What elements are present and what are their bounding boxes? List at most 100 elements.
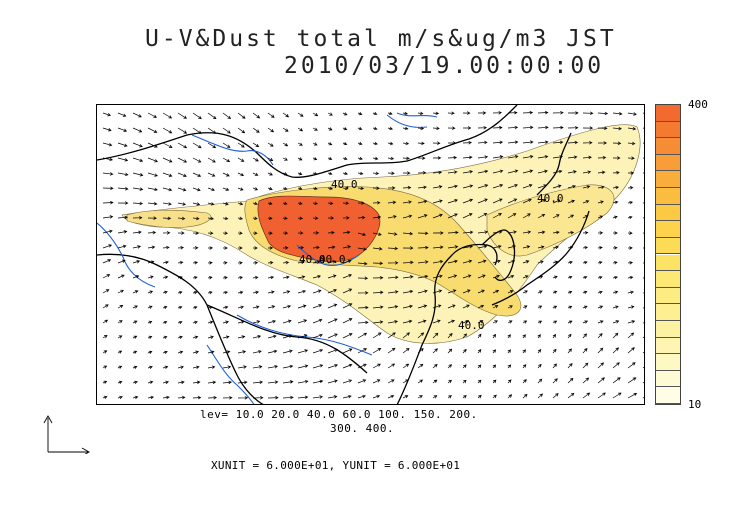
contour-levels-line1: lev= 10.0 20.0 40.0 60.0 100. 150. 200. [200, 408, 478, 421]
wind-arrow [297, 245, 305, 250]
wind-arrow [582, 111, 594, 115]
wind-arrow [567, 214, 575, 219]
colorbar-segment [656, 105, 680, 122]
wind-arrow [252, 157, 259, 162]
wind-arrow [597, 200, 604, 204]
wind-arrow [267, 112, 275, 118]
wind-arrow [342, 379, 353, 384]
wind-arrow [567, 333, 572, 339]
wind-arrow [117, 320, 123, 324]
wind-arrow [267, 334, 277, 339]
wind-arrow [162, 275, 169, 280]
wind-arrow [117, 305, 124, 309]
wind-arrow [447, 230, 459, 235]
wind-arrow [552, 184, 562, 189]
wind-arrow [477, 230, 489, 234]
wind-arrow [522, 290, 528, 294]
wind-arrow [507, 154, 519, 159]
wind-arrow [342, 303, 353, 309]
wind-arrow [102, 304, 109, 309]
wind-arrow [507, 364, 512, 369]
wind-arrow [597, 170, 606, 175]
wind-arrow [102, 172, 114, 176]
wind-arrow [282, 201, 288, 206]
wind-arrow [237, 142, 245, 148]
wind-arrow [387, 379, 395, 384]
wind-arrow [327, 379, 338, 384]
wind-arrow [567, 392, 575, 399]
wind-arrow [102, 200, 114, 205]
wind-arrow [642, 127, 644, 129]
wind-arrow [252, 365, 263, 369]
wind-arrow [177, 245, 185, 250]
wind-arrow [507, 169, 519, 174]
wind-vectors [102, 110, 644, 400]
wind-arrow [222, 231, 229, 235]
wind-arrow [537, 169, 548, 174]
wind-arrow [522, 275, 529, 279]
wind-arrow [102, 335, 108, 339]
wind-arrow [627, 347, 635, 354]
wind-arrow [642, 382, 644, 384]
wind-arrow [372, 261, 384, 266]
wind-arrow [102, 380, 108, 384]
wind-arrow [372, 290, 384, 295]
wind-arrow [432, 304, 442, 309]
wind-arrow [462, 304, 470, 309]
wind-arrow [117, 395, 123, 400]
contour-label: 40.0 [331, 178, 358, 191]
wind-arrow [582, 140, 593, 145]
wind-arrow [327, 216, 335, 220]
wind-arrow [372, 215, 382, 219]
wind-arrow [507, 274, 515, 279]
wind-arrow [627, 246, 633, 250]
wind-arrow [117, 157, 129, 162]
wind-arrow [522, 260, 530, 264]
wind-arrow [447, 170, 458, 174]
wind-arrow [147, 112, 158, 118]
wind-arrow [147, 305, 153, 309]
wind-arrow [297, 349, 309, 354]
wind-arrow [282, 260, 290, 265]
wind-arrow [223, 246, 228, 250]
wind-arrow [537, 290, 543, 294]
wind-arrow [117, 187, 129, 191]
wind-arrow [582, 392, 591, 399]
wind-arrow [552, 348, 557, 354]
wind-arrow [102, 112, 111, 117]
wind-arrow [597, 231, 604, 235]
wind-arrow [237, 275, 243, 280]
wind-arrow [192, 202, 201, 206]
vector-units: XUNIT = 6.000E+01, YUNIT = 6.000E+01 [211, 459, 461, 472]
wind-arrow [507, 183, 518, 189]
colorbar-segment [656, 304, 680, 321]
wind-arrow [582, 377, 590, 384]
wind-arrow [162, 320, 168, 325]
wind-arrow [267, 172, 273, 176]
wind-arrow [582, 290, 588, 295]
wind-arrow [222, 142, 231, 148]
wind-arrow [597, 275, 603, 280]
wind-arrow [357, 126, 363, 131]
wind-arrow [237, 396, 249, 400]
wind-arrow [567, 245, 574, 250]
wind-arrow [342, 288, 353, 294]
wind-arrow [312, 142, 318, 146]
colorbar-segment [656, 221, 680, 238]
wind-arrow [357, 363, 367, 369]
wind-arrow [417, 126, 425, 131]
wind-arrow [567, 184, 577, 189]
wind-arrow [282, 380, 294, 384]
wind-arrow [432, 126, 440, 131]
wind-arrow [117, 230, 128, 234]
wind-arrow [627, 200, 634, 205]
wind-arrow [537, 199, 547, 204]
wind-arrow [267, 364, 279, 369]
wind-arrow [582, 155, 592, 160]
wind-arrow [387, 320, 399, 324]
wind-arrow [612, 185, 619, 190]
wind-arrow [627, 171, 635, 175]
wind-arrow [327, 186, 334, 191]
wind-arrow [207, 395, 218, 400]
wind-arrow [537, 305, 543, 309]
